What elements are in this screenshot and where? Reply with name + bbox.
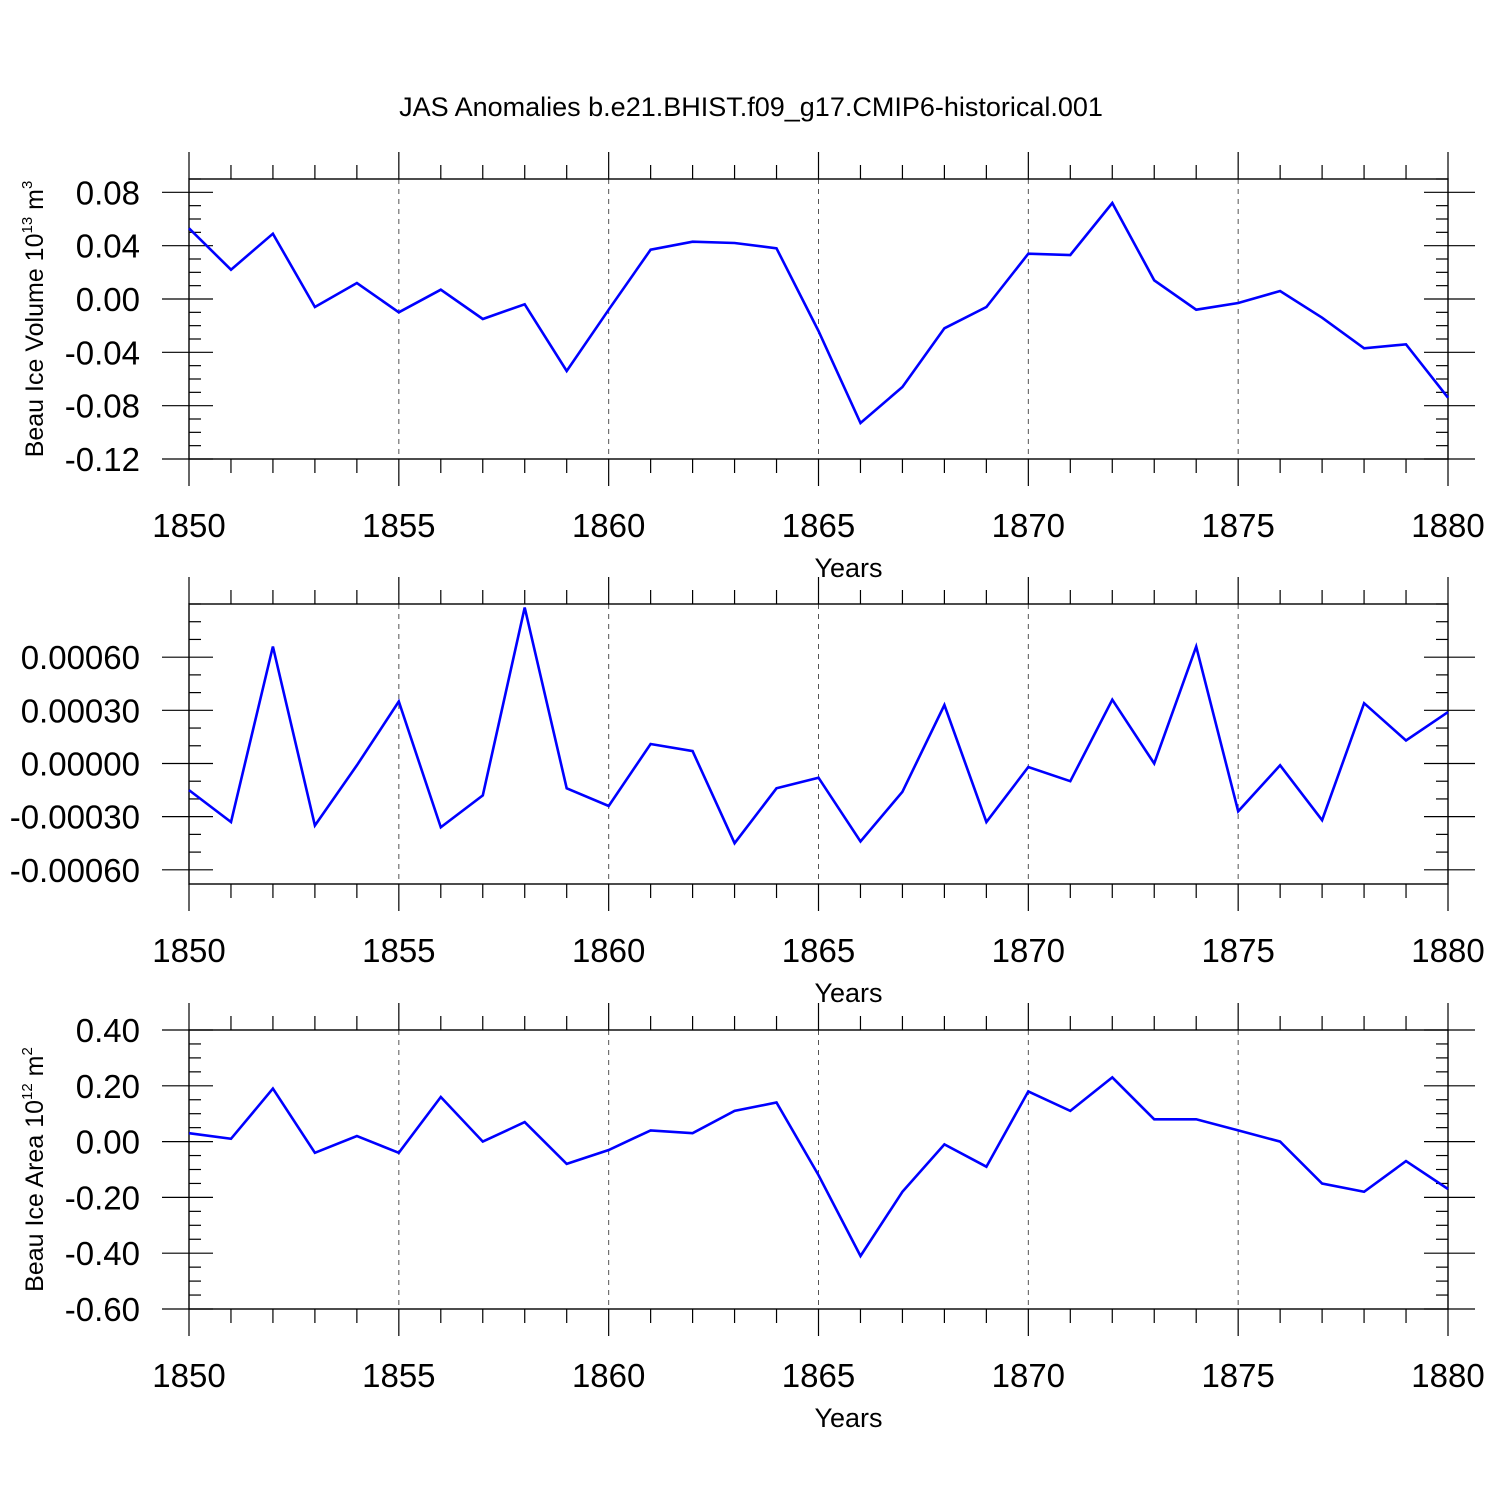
y-axis-label: Beau Ice Area 1012 m2 [19, 1047, 49, 1292]
x-tick-label: 1870 [992, 1357, 1065, 1394]
y-tick-label: 0.04 [76, 228, 140, 265]
x-tick-label: 1850 [152, 1357, 225, 1394]
y-axis-label-text: m [21, 189, 49, 217]
figure-title: JAS Anomalies b.e21.BHIST.f09_g17.CMIP6-… [399, 92, 1103, 122]
x-tick-label: 1855 [362, 1357, 435, 1394]
y-tick-label: -0.60 [65, 1291, 140, 1328]
y-tick-label: 0.00060 [21, 639, 140, 676]
y-axis-label-text: m [21, 1056, 49, 1084]
x-tick-label: 1880 [1411, 1357, 1484, 1394]
y-tick-label: -0.00030 [10, 799, 140, 836]
x-tick-label: 1860 [572, 1357, 645, 1394]
x-tick-label: 1865 [782, 507, 855, 544]
y-axis-label-exponent: 13 [19, 217, 36, 234]
y-tick-label: 0.08 [76, 174, 140, 211]
y-axis-label-exponent: 3 [19, 181, 36, 189]
y-tick-label: -0.08 [65, 388, 140, 425]
y-tick-label: 0.00000 [21, 745, 140, 782]
y-axis-label: Beau Ice Volume 1013 m3 [19, 181, 49, 458]
middle-anomaly-panel: 0.00060 0.00030 0.00000 -0.00030 -0.00060 185… [10, 577, 1485, 1008]
area-anomaly-panel: 0.40 0.20 0.00 -0.20 -0.40 -0.60 1850 1855 1860 1… [19, 1003, 1485, 1433]
x-tick-label: 1880 [1411, 507, 1484, 544]
x-tick-label: 1870 [992, 507, 1065, 544]
x-axis-label: Years [814, 978, 882, 1008]
y-tick-label: -0.04 [65, 334, 140, 371]
x-tick-label: 1870 [992, 932, 1065, 969]
series-line [188, 200, 1450, 426]
y-axis-label-exponent: 12 [19, 1083, 36, 1100]
y-tick-label: 0.00030 [21, 692, 140, 729]
series-line [188, 607, 1449, 846]
x-tick-label: 1875 [1201, 507, 1274, 544]
y-tick-label: -0.40 [65, 1235, 140, 1272]
x-tick-label: 1860 [572, 507, 645, 544]
x-tick-label: 1875 [1201, 1357, 1274, 1394]
volume-anomaly-panel: 0.08 0.04 0.00 -0.04 -0.08 -0.12 1850 1855 1860 1… [19, 152, 1485, 583]
x-tick-label: 1875 [1201, 932, 1274, 969]
x-tick-label: 1850 [152, 932, 225, 969]
y-axis-label-text: Beau Ice Volume 10 [21, 234, 49, 458]
x-tick-label: 1880 [1411, 932, 1484, 969]
y-tick-label: 0.00 [76, 281, 140, 318]
y-axis-label-text: Beau Ice Area 10 [21, 1100, 49, 1292]
y-tick-label: -0.20 [65, 1179, 140, 1216]
y-tick-label: -0.00060 [10, 852, 140, 889]
y-tick-label: -0.12 [65, 441, 140, 478]
x-tick-label: 1865 [782, 1357, 855, 1394]
y-axis-label-exponent: 2 [19, 1047, 36, 1055]
x-tick-label: 1860 [572, 932, 645, 969]
x-axis-label: Years [814, 1403, 882, 1433]
x-axis-label: Years [814, 553, 882, 583]
x-tick-label: 1855 [362, 932, 435, 969]
x-tick-label: 1855 [362, 507, 435, 544]
y-tick-label: 0.40 [76, 1012, 140, 1049]
y-tick-label: 0.00 [76, 1124, 140, 1161]
series-line [188, 1075, 1449, 1259]
y-tick-label: 0.20 [76, 1068, 140, 1105]
x-tick-label: 1865 [782, 932, 855, 969]
x-tick-label: 1850 [152, 507, 225, 544]
